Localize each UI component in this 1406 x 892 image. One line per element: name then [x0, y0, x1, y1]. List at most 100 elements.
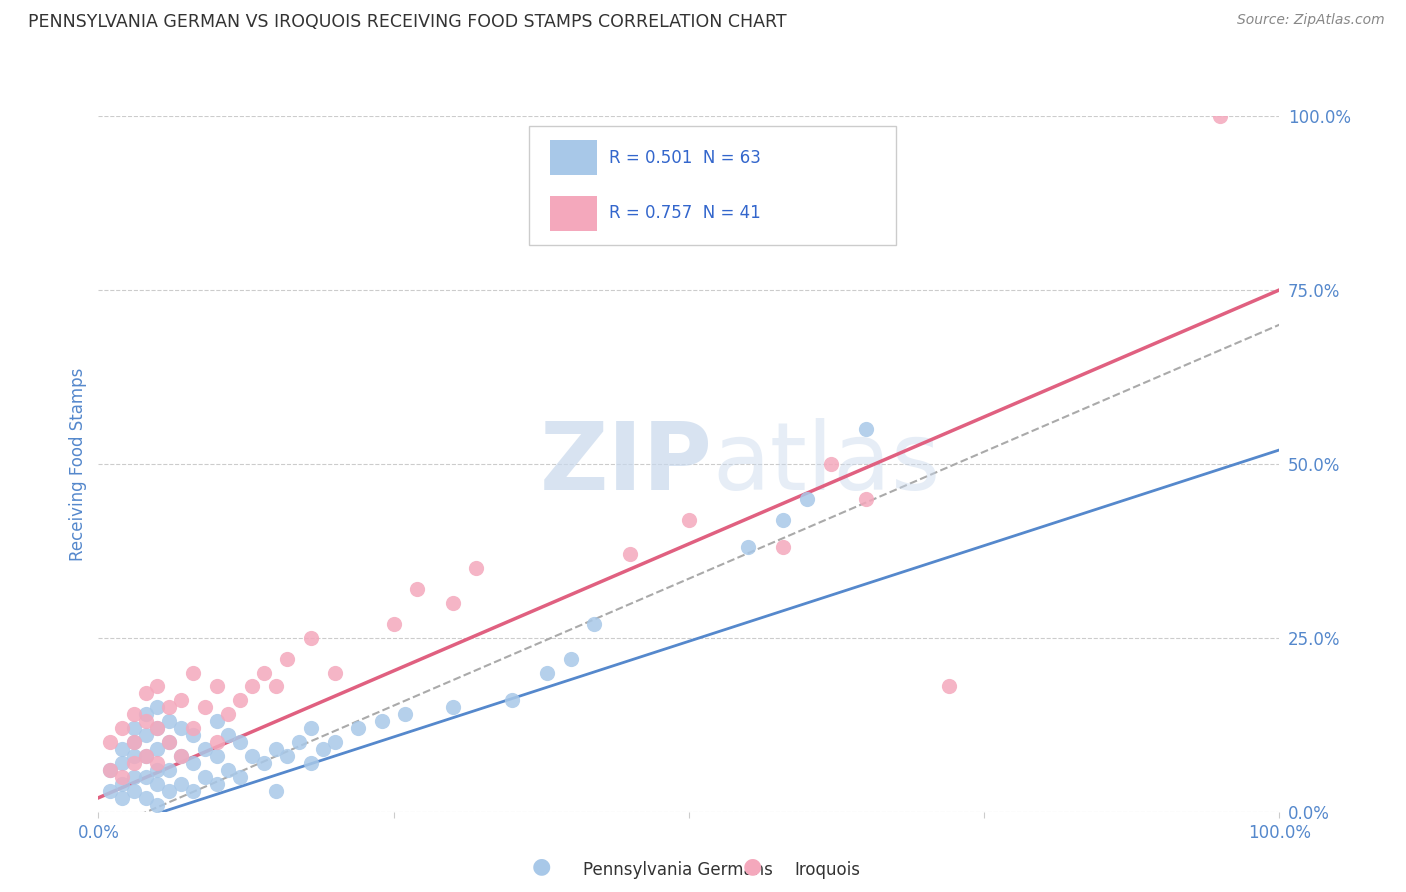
Point: [122, 735, 145, 749]
Y-axis label: Receiving Food Stamps: Receiving Food Stamps: [69, 368, 87, 560]
Point: [240, 749, 263, 764]
Point: [323, 665, 346, 680]
Point: [536, 665, 558, 680]
Point: [157, 735, 180, 749]
Point: [264, 680, 287, 694]
Point: [229, 735, 252, 749]
Point: [772, 541, 794, 555]
Point: [855, 422, 877, 436]
Point: [205, 777, 228, 791]
Point: [181, 784, 204, 798]
Point: [111, 790, 134, 805]
Point: [98, 763, 121, 777]
Point: [619, 547, 641, 561]
Point: [98, 784, 121, 798]
Point: [737, 541, 759, 555]
Point: [170, 777, 193, 791]
Point: [111, 777, 134, 791]
Point: [146, 721, 169, 735]
Point: [323, 735, 346, 749]
Point: [205, 714, 228, 729]
Point: [205, 735, 228, 749]
Text: Pennsylvania Germans: Pennsylvania Germans: [583, 861, 773, 879]
Point: [157, 735, 180, 749]
Point: [382, 616, 405, 631]
Point: [253, 756, 276, 770]
Point: [135, 728, 157, 742]
Point: [253, 665, 276, 680]
Point: [170, 749, 193, 764]
Point: [157, 784, 180, 798]
Point: [772, 512, 794, 526]
Point: [194, 770, 217, 784]
Text: PENNSYLVANIA GERMAN VS IROQUOIS RECEIVING FOOD STAMPS CORRELATION CHART: PENNSYLVANIA GERMAN VS IROQUOIS RECEIVIN…: [28, 13, 787, 31]
Point: [299, 721, 322, 735]
Point: [347, 721, 370, 735]
Point: [371, 714, 394, 729]
Point: [111, 756, 134, 770]
Point: [146, 700, 169, 714]
Point: [146, 742, 169, 756]
Point: [111, 770, 134, 784]
FancyBboxPatch shape: [550, 140, 596, 175]
Point: [111, 721, 134, 735]
Point: [146, 721, 169, 735]
Point: [111, 742, 134, 756]
Point: [194, 742, 217, 756]
Point: [465, 561, 488, 575]
Point: [122, 721, 145, 735]
Point: [441, 596, 464, 610]
Point: [501, 693, 523, 707]
Text: ●: ●: [742, 856, 762, 876]
Point: [264, 742, 287, 756]
FancyBboxPatch shape: [530, 127, 896, 244]
Point: [181, 756, 204, 770]
Point: [157, 714, 180, 729]
Point: [135, 749, 157, 764]
Point: [122, 749, 145, 764]
Point: [394, 707, 416, 722]
Point: [240, 680, 263, 694]
Point: [560, 651, 582, 665]
Point: [678, 512, 700, 526]
Point: [98, 763, 121, 777]
Point: [135, 686, 157, 700]
Point: [181, 721, 204, 735]
Point: [122, 770, 145, 784]
Point: [170, 749, 193, 764]
Point: [583, 616, 606, 631]
Point: [938, 680, 960, 694]
Point: [205, 749, 228, 764]
Point: [157, 763, 180, 777]
Point: [820, 457, 842, 471]
Text: Source: ZipAtlas.com: Source: ZipAtlas.com: [1237, 13, 1385, 28]
Point: [181, 728, 204, 742]
Point: [98, 735, 121, 749]
Point: [1209, 109, 1232, 123]
FancyBboxPatch shape: [550, 196, 596, 231]
Point: [170, 693, 193, 707]
Point: [146, 777, 169, 791]
Point: [157, 700, 180, 714]
Point: [276, 749, 298, 764]
Point: [135, 714, 157, 729]
Point: [855, 491, 877, 506]
Point: [229, 693, 252, 707]
Point: [135, 707, 157, 722]
Point: [441, 700, 464, 714]
Point: [135, 749, 157, 764]
Point: [205, 680, 228, 694]
Point: [312, 742, 335, 756]
Point: [288, 735, 311, 749]
Point: [146, 756, 169, 770]
Point: [146, 763, 169, 777]
Point: [264, 784, 287, 798]
Point: [217, 728, 239, 742]
Text: R = 0.501  N = 63: R = 0.501 N = 63: [609, 149, 761, 167]
Point: [122, 735, 145, 749]
Point: [217, 707, 239, 722]
Point: [299, 756, 322, 770]
Text: ZIP: ZIP: [540, 417, 713, 510]
Point: [796, 491, 818, 506]
Text: ●: ●: [531, 856, 551, 876]
